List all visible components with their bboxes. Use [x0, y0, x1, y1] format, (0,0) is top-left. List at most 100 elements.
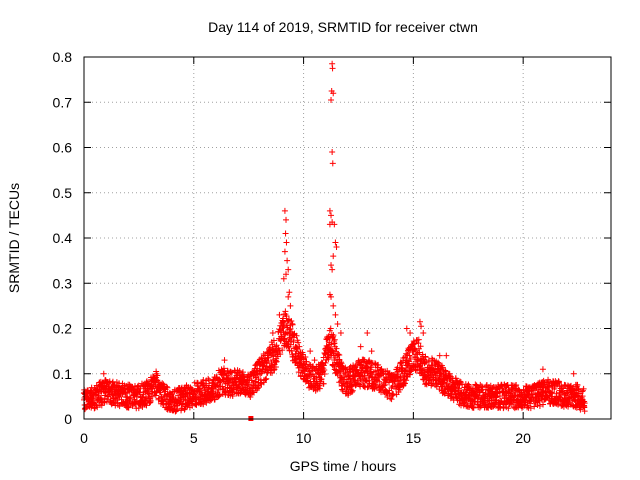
y-tick-label: 0.6 — [53, 140, 73, 156]
data-point — [320, 380, 327, 387]
data-point — [138, 380, 145, 387]
data-point — [328, 212, 335, 219]
data-point — [368, 348, 375, 355]
data-point — [349, 387, 356, 394]
data-point — [277, 351, 284, 358]
data-point — [174, 406, 181, 413]
data-point — [403, 325, 410, 332]
data-point — [332, 239, 339, 246]
data-point — [211, 396, 218, 403]
data-point — [540, 401, 547, 408]
data-point — [283, 271, 290, 278]
data-point — [282, 230, 289, 237]
data-point — [283, 313, 290, 320]
axis-ticks: 0 0.1 0.2 0.3 0.4 0.5 0.6 0.7 0.8 0 5 10 15 20 — [53, 49, 611, 446]
data-point — [252, 378, 259, 385]
data-point — [129, 383, 136, 390]
data-point — [149, 383, 156, 390]
data-point — [376, 378, 383, 385]
data-point — [407, 356, 414, 363]
y-tick-label: 0.2 — [53, 321, 73, 337]
data-point — [295, 339, 302, 346]
data-point — [284, 257, 291, 264]
data-point — [448, 393, 455, 400]
data-point — [318, 376, 325, 383]
data-point — [397, 386, 404, 393]
x-tick-label: 15 — [406, 430, 422, 446]
data-point — [283, 239, 290, 246]
data-point — [420, 330, 427, 337]
data-point — [556, 393, 563, 400]
data-point — [281, 321, 288, 328]
data-point — [331, 336, 338, 343]
data-point — [104, 396, 111, 403]
data-point — [322, 359, 329, 366]
data-point — [339, 387, 346, 394]
data-point — [263, 375, 270, 382]
data-point — [407, 371, 414, 378]
y-tick-label: 0.3 — [53, 275, 73, 291]
data-point — [313, 373, 320, 380]
data-point — [247, 393, 254, 400]
data-point — [287, 325, 294, 332]
data-point — [150, 378, 157, 385]
data-point — [333, 244, 340, 251]
data-point — [200, 401, 207, 408]
data-point — [406, 352, 413, 359]
data-point — [88, 384, 95, 391]
y-tick-label: 0.1 — [53, 366, 73, 382]
data-point — [221, 357, 228, 364]
data-point — [421, 359, 428, 366]
data-point — [100, 370, 107, 377]
data-point — [276, 311, 283, 318]
chart-title: Day 114 of 2019, SRMTID for receiver ctw… — [208, 19, 478, 35]
data-point — [329, 160, 336, 167]
data-point — [403, 350, 410, 357]
data-point — [316, 385, 323, 392]
data-point — [422, 354, 429, 361]
x-axis-label: GPS time / hours — [290, 458, 397, 474]
data-point — [255, 384, 262, 391]
data-point — [82, 405, 89, 412]
data-point — [470, 404, 477, 411]
data-point — [163, 383, 170, 390]
data-point — [280, 323, 287, 330]
data-point — [329, 266, 336, 273]
data-point — [349, 389, 356, 396]
data-point — [577, 406, 584, 413]
data-point — [283, 216, 290, 223]
data-point — [360, 382, 367, 389]
data-point — [553, 400, 560, 407]
data-point — [527, 405, 534, 412]
data-point — [248, 377, 255, 384]
data-point — [403, 377, 410, 384]
data-point — [215, 393, 222, 400]
y-tick-label: 0.4 — [53, 230, 73, 246]
data-point — [329, 149, 336, 156]
data-point — [551, 383, 558, 390]
data-point — [416, 318, 423, 325]
data-point — [330, 90, 337, 97]
data-point — [417, 343, 424, 350]
data-point — [220, 365, 227, 372]
data-point — [555, 378, 562, 385]
data-point — [227, 368, 234, 375]
data-point — [257, 379, 264, 386]
data-point — [384, 393, 391, 400]
data-point — [365, 358, 372, 365]
data-point — [215, 386, 222, 393]
data-point — [245, 381, 252, 388]
data-point — [575, 386, 582, 393]
y-tick-label: 0 — [64, 411, 72, 427]
data-point — [513, 381, 520, 388]
data-point — [326, 207, 333, 214]
data-point — [328, 293, 335, 300]
data-point — [539, 366, 546, 373]
data-point — [133, 393, 140, 400]
data-point — [330, 253, 337, 260]
data-point — [327, 325, 334, 332]
data-point — [402, 366, 409, 373]
data-point — [279, 347, 286, 354]
data-point — [281, 331, 288, 338]
